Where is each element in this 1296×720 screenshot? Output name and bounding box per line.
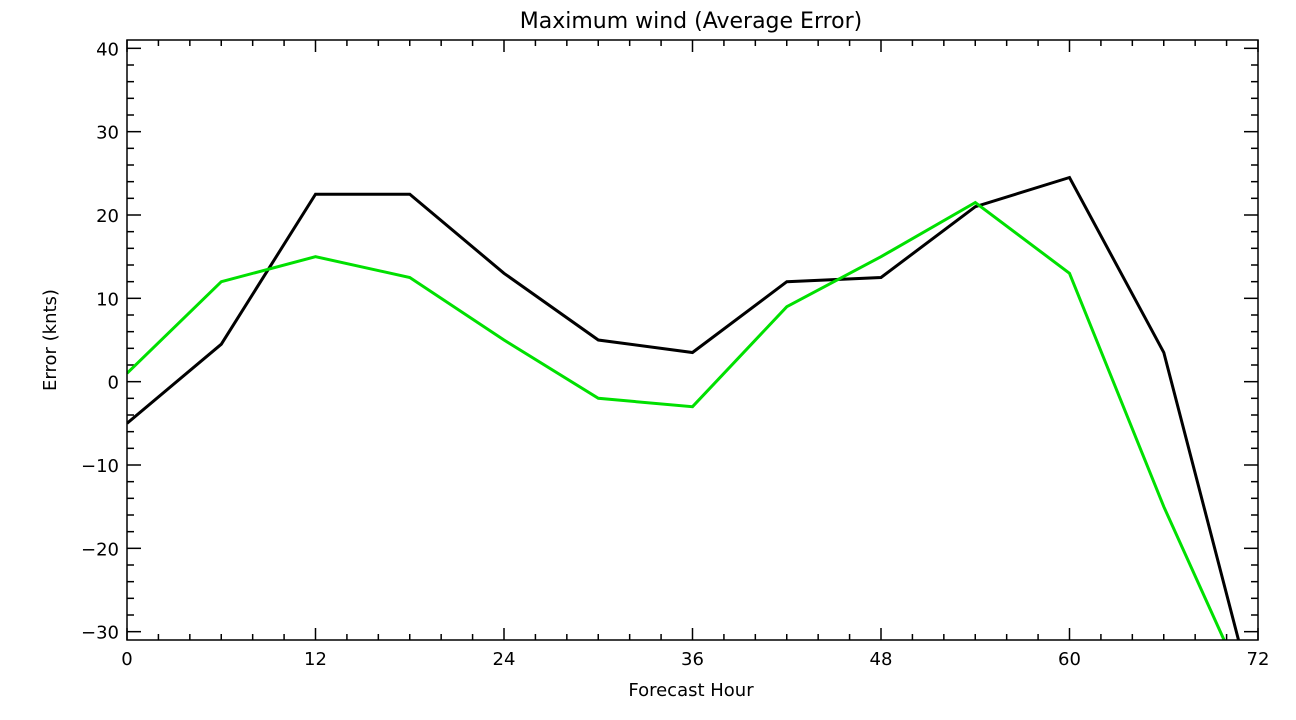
x-tick-label: 48 bbox=[870, 649, 893, 670]
plot-frame bbox=[126, 39, 1259, 641]
series-layer bbox=[127, 175, 1241, 640]
y-tick-label: 30 bbox=[96, 123, 119, 144]
tick-marks bbox=[126, 40, 1259, 640]
y-tick-label: −20 bbox=[81, 539, 119, 560]
y-tick-label: 0 bbox=[108, 373, 119, 394]
x-tick-label: 36 bbox=[681, 649, 704, 670]
series-line-1 bbox=[127, 175, 1241, 640]
series-line-2 bbox=[127, 200, 1226, 640]
y-tick-label: −30 bbox=[81, 623, 119, 644]
y-tick-label: 20 bbox=[96, 206, 119, 227]
x-tick-label: 12 bbox=[304, 649, 327, 670]
chart-title: Maximum wind (Average Error) bbox=[520, 9, 863, 34]
y-axis-label: Error (knts) bbox=[40, 289, 61, 391]
x-tick-label: 0 bbox=[121, 649, 132, 670]
y-tick-label: −10 bbox=[81, 456, 119, 477]
y-tick-label: 10 bbox=[96, 289, 119, 310]
x-axis-label: Forecast Hour bbox=[628, 680, 754, 701]
x-tick-label: 24 bbox=[493, 649, 516, 670]
y-tick-label: 40 bbox=[96, 39, 119, 60]
tick-labels: 0 12 24 36 48 60 72 40 30 20 10 0 −10 −20 −30 bbox=[81, 39, 1269, 670]
x-tick-label: 72 bbox=[1247, 649, 1270, 670]
x-tick-label: 60 bbox=[1058, 649, 1081, 670]
